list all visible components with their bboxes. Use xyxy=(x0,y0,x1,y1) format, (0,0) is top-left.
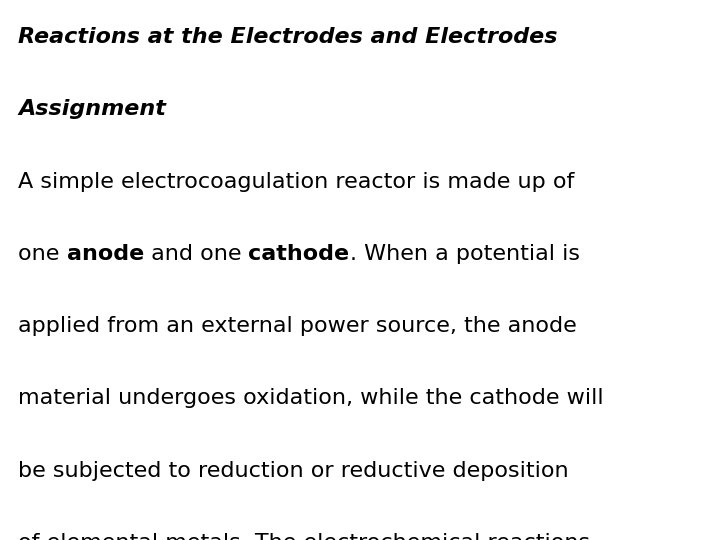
Text: applied from an external power source, the anode: applied from an external power source, t… xyxy=(18,316,577,336)
Text: Reactions at the Electrodes and Electrodes: Reactions at the Electrodes and Electrod… xyxy=(18,27,557,47)
Text: . When a potential is: . When a potential is xyxy=(349,244,580,264)
Text: one: one xyxy=(18,244,66,264)
Text: A simple electrocoagulation reactor is made up of: A simple electrocoagulation reactor is m… xyxy=(18,172,575,192)
Text: material undergoes oxidation, while the cathode will: material undergoes oxidation, while the … xyxy=(18,388,603,408)
Text: and one: and one xyxy=(144,244,248,264)
Text: be subjected to reduction or reductive deposition: be subjected to reduction or reductive d… xyxy=(18,461,569,481)
Text: of elemental metals. The electrochemical reactions: of elemental metals. The electrochemical… xyxy=(18,533,590,540)
Text: anode: anode xyxy=(66,244,144,264)
Text: Assignment: Assignment xyxy=(18,99,166,119)
Text: cathode: cathode xyxy=(248,244,349,264)
